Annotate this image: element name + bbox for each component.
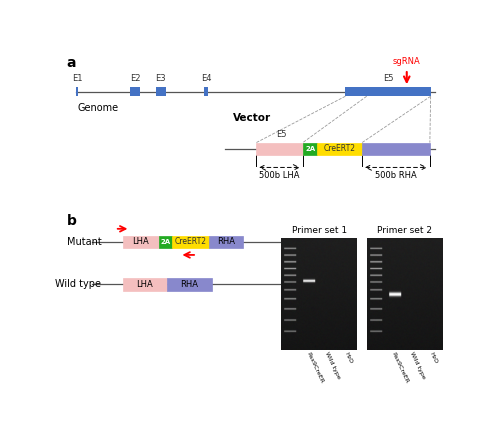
Bar [156, 87, 166, 96]
Text: Primer set 1: Primer set 1 [292, 226, 347, 235]
Bar [167, 278, 212, 290]
Bar [303, 142, 318, 155]
Text: E1: E1 [72, 74, 83, 83]
Bar [256, 142, 303, 155]
Text: Wild type: Wild type [55, 279, 101, 289]
Text: Pax9CreER: Pax9CreER [390, 351, 409, 384]
Text: LHA: LHA [136, 280, 153, 289]
Bar [362, 142, 430, 155]
Text: RHA: RHA [180, 280, 198, 289]
Text: b: b [66, 214, 76, 228]
Bar [172, 236, 208, 248]
Text: E5: E5 [383, 74, 393, 83]
Text: Vector: Vector [233, 113, 271, 123]
Bar [318, 142, 362, 155]
Text: 500b RHA: 500b RHA [375, 171, 417, 180]
Text: Pax9CreER: Pax9CreER [305, 351, 324, 384]
Text: 2A: 2A [160, 239, 170, 245]
Bar [122, 236, 160, 248]
Text: 500b LHA: 500b LHA [259, 171, 300, 180]
Bar [76, 87, 78, 96]
Text: H₂O: H₂O [428, 351, 438, 365]
Bar [346, 87, 430, 96]
Bar [130, 87, 140, 96]
Text: Wild type: Wild type [324, 351, 341, 380]
Bar [208, 236, 244, 248]
Text: CreERT2: CreERT2 [324, 144, 356, 153]
Text: CreERT2: CreERT2 [174, 237, 206, 246]
Text: LHA: LHA [132, 237, 150, 246]
Bar [122, 278, 167, 290]
Text: Wild type: Wild type [410, 351, 426, 380]
Text: RHA: RHA [217, 237, 235, 246]
Text: Primer set 2: Primer set 2 [377, 226, 432, 235]
Bar [204, 87, 208, 96]
Text: E2: E2 [130, 74, 140, 83]
Bar [160, 236, 172, 248]
Text: 2A: 2A [305, 146, 315, 152]
Text: E5: E5 [276, 130, 286, 139]
Text: E3: E3 [156, 74, 166, 83]
Text: Mutant: Mutant [66, 237, 101, 247]
Text: a: a [66, 56, 76, 70]
Text: H₂O: H₂O [343, 351, 352, 365]
Text: E4: E4 [200, 74, 211, 83]
Text: Genome: Genome [77, 103, 118, 114]
Text: sgRNA: sgRNA [393, 57, 420, 66]
